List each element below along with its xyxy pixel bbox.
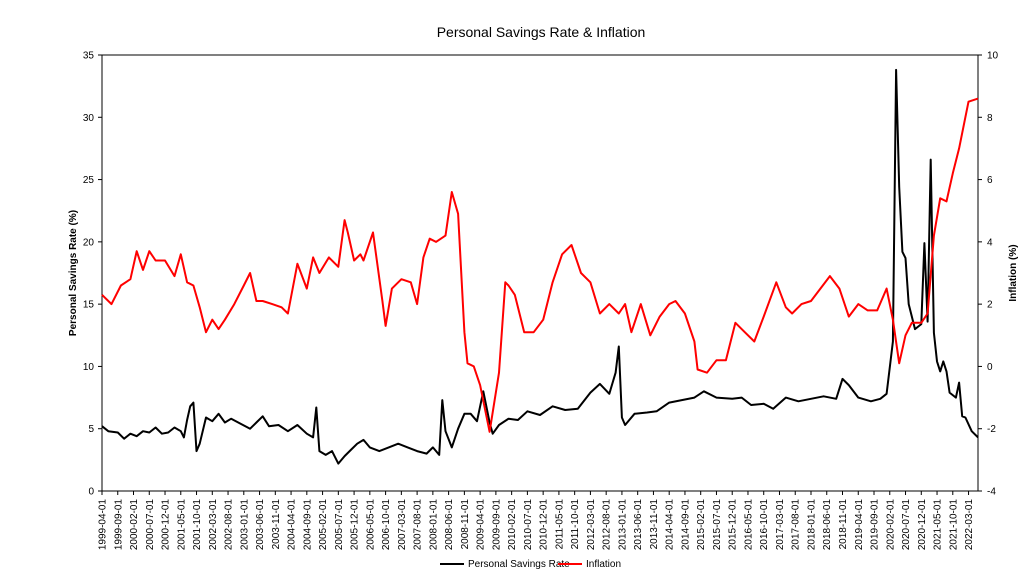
- right-axis-ticks: -4 -2 0 2 4 6 8 10: [978, 51, 999, 498]
- x-tick-label: 2000-07-01: [145, 499, 156, 551]
- right-tick-label: 0: [987, 362, 993, 373]
- series-line-personal-savings-rate: [101, 68, 979, 465]
- x-tick-label: 2015-12-01: [728, 499, 739, 551]
- x-tick-label: 2010-07-01: [523, 499, 534, 551]
- plot-frame: [101, 54, 979, 492]
- right-tick-label: 4: [987, 237, 993, 248]
- right-tick-label: -4: [987, 487, 996, 498]
- right-tick-label: 2: [987, 300, 993, 311]
- x-tick-label: 2016-10-01: [759, 499, 770, 551]
- chart-title: Personal Savings Rate & Inflation: [437, 24, 646, 40]
- x-tick-label: 2015-07-01: [712, 499, 723, 551]
- x-tick-label: 1999-09-01: [113, 499, 124, 551]
- x-tick-label: 2002-08-01: [224, 499, 235, 551]
- x-tick-label: 1999-04-01: [98, 499, 109, 551]
- series-line-inflation: [101, 97, 979, 433]
- x-tick-label: 2004-09-01: [302, 499, 313, 551]
- x-tick-label: 2007-08-01: [413, 499, 424, 551]
- x-tick-label: 2008-06-01: [444, 499, 455, 551]
- right-tick-label: -2: [987, 424, 996, 435]
- legend: Personal Savings Rate Inflation: [440, 559, 621, 570]
- x-tick-label: 2013-11-01: [649, 499, 660, 550]
- x-tick-label: 2017-03-01: [775, 499, 786, 551]
- x-tick-label: 2015-02-01: [696, 499, 707, 551]
- series-lines: [101, 68, 979, 465]
- x-tick-label: 2001-10-01: [192, 499, 203, 551]
- right-tick-label: 6: [987, 175, 993, 186]
- x-tick-label: 2018-11-01: [838, 499, 849, 550]
- legend-label: Personal Savings Rate: [468, 559, 570, 570]
- right-tick-label: 10: [987, 51, 999, 62]
- x-tick-label: 2004-04-01: [287, 499, 298, 551]
- left-tick-label: 20: [83, 237, 95, 248]
- x-tick-label: 2003-01-01: [239, 499, 250, 551]
- left-tick-label: 25: [83, 175, 95, 186]
- left-axis-ticks: 0 5 10 15 20 25 30 35: [83, 51, 102, 498]
- x-tick-label: 2021-10-01: [948, 499, 959, 551]
- x-tick-label: 2014-09-01: [680, 499, 691, 551]
- x-tick-label: 2008-01-01: [428, 499, 439, 551]
- x-tick-label: 2008-11-01: [460, 499, 471, 550]
- x-tick-label: 2005-12-01: [350, 499, 361, 551]
- x-tick-label: 2017-08-01: [791, 499, 802, 551]
- x-tick-label: 2013-01-01: [617, 499, 628, 551]
- x-tick-label: 2009-09-01: [491, 499, 502, 551]
- x-tick-label: 2020-07-01: [901, 499, 912, 551]
- x-tick-label: 2005-07-01: [334, 499, 345, 551]
- x-axis-ticks: 1999-04-01 1999-09-01 2000-02-01 2000-07-01…: [98, 491, 975, 551]
- x-tick-label: 2020-02-01: [885, 499, 896, 551]
- x-tick-label: 2002-03-01: [208, 499, 219, 551]
- x-tick-label: 2020-12-01: [917, 499, 928, 551]
- x-tick-label: 2018-06-01: [822, 499, 833, 551]
- left-tick-label: 15: [83, 300, 95, 311]
- left-tick-label: 0: [88, 487, 94, 498]
- left-tick-label: 5: [88, 424, 94, 435]
- x-tick-label: 2016-05-01: [743, 499, 754, 551]
- x-tick-label: 2007-03-01: [397, 499, 408, 551]
- x-tick-label: 2000-12-01: [161, 499, 172, 551]
- left-tick-label: 10: [83, 362, 95, 373]
- left-tick-label: 30: [83, 113, 95, 124]
- x-tick-label: 2003-11-01: [271, 499, 282, 550]
- x-tick-label: 2012-03-01: [586, 499, 597, 551]
- left-tick-label: 35: [83, 51, 95, 62]
- legend-label: Inflation: [586, 559, 621, 570]
- x-tick-label: 2018-01-01: [806, 499, 817, 551]
- x-tick-label: 2013-06-01: [633, 499, 644, 551]
- x-tick-label: 2006-05-01: [365, 499, 376, 551]
- x-tick-label: 2003-06-01: [255, 499, 266, 551]
- x-tick-label: 2006-10-01: [381, 499, 392, 551]
- x-tick-label: 2011-05-01: [554, 499, 565, 550]
- x-tick-label: 2000-02-01: [129, 499, 140, 551]
- x-tick-label: 2010-12-01: [539, 499, 550, 551]
- x-tick-label: 2012-08-01: [602, 499, 613, 551]
- x-tick-label: 2001-05-01: [176, 499, 187, 551]
- x-tick-label: 2021-05-01: [933, 499, 944, 551]
- x-tick-label: 2005-02-01: [318, 499, 329, 551]
- x-tick-label: 2009-04-01: [476, 499, 487, 551]
- x-tick-label: 2010-02-01: [507, 499, 518, 551]
- x-tick-label: 2022-03-01: [964, 499, 975, 551]
- x-tick-label: 2019-04-01: [854, 499, 865, 551]
- left-axis-title: Personal Savings Rate (%): [68, 210, 79, 336]
- x-tick-label: 2011-10-01: [570, 499, 581, 550]
- right-axis-title: Inflation (%): [1008, 244, 1019, 301]
- right-tick-label: 8: [987, 113, 993, 124]
- x-tick-label: 2019-09-01: [870, 499, 881, 551]
- x-tick-label: 2014-04-01: [665, 499, 676, 551]
